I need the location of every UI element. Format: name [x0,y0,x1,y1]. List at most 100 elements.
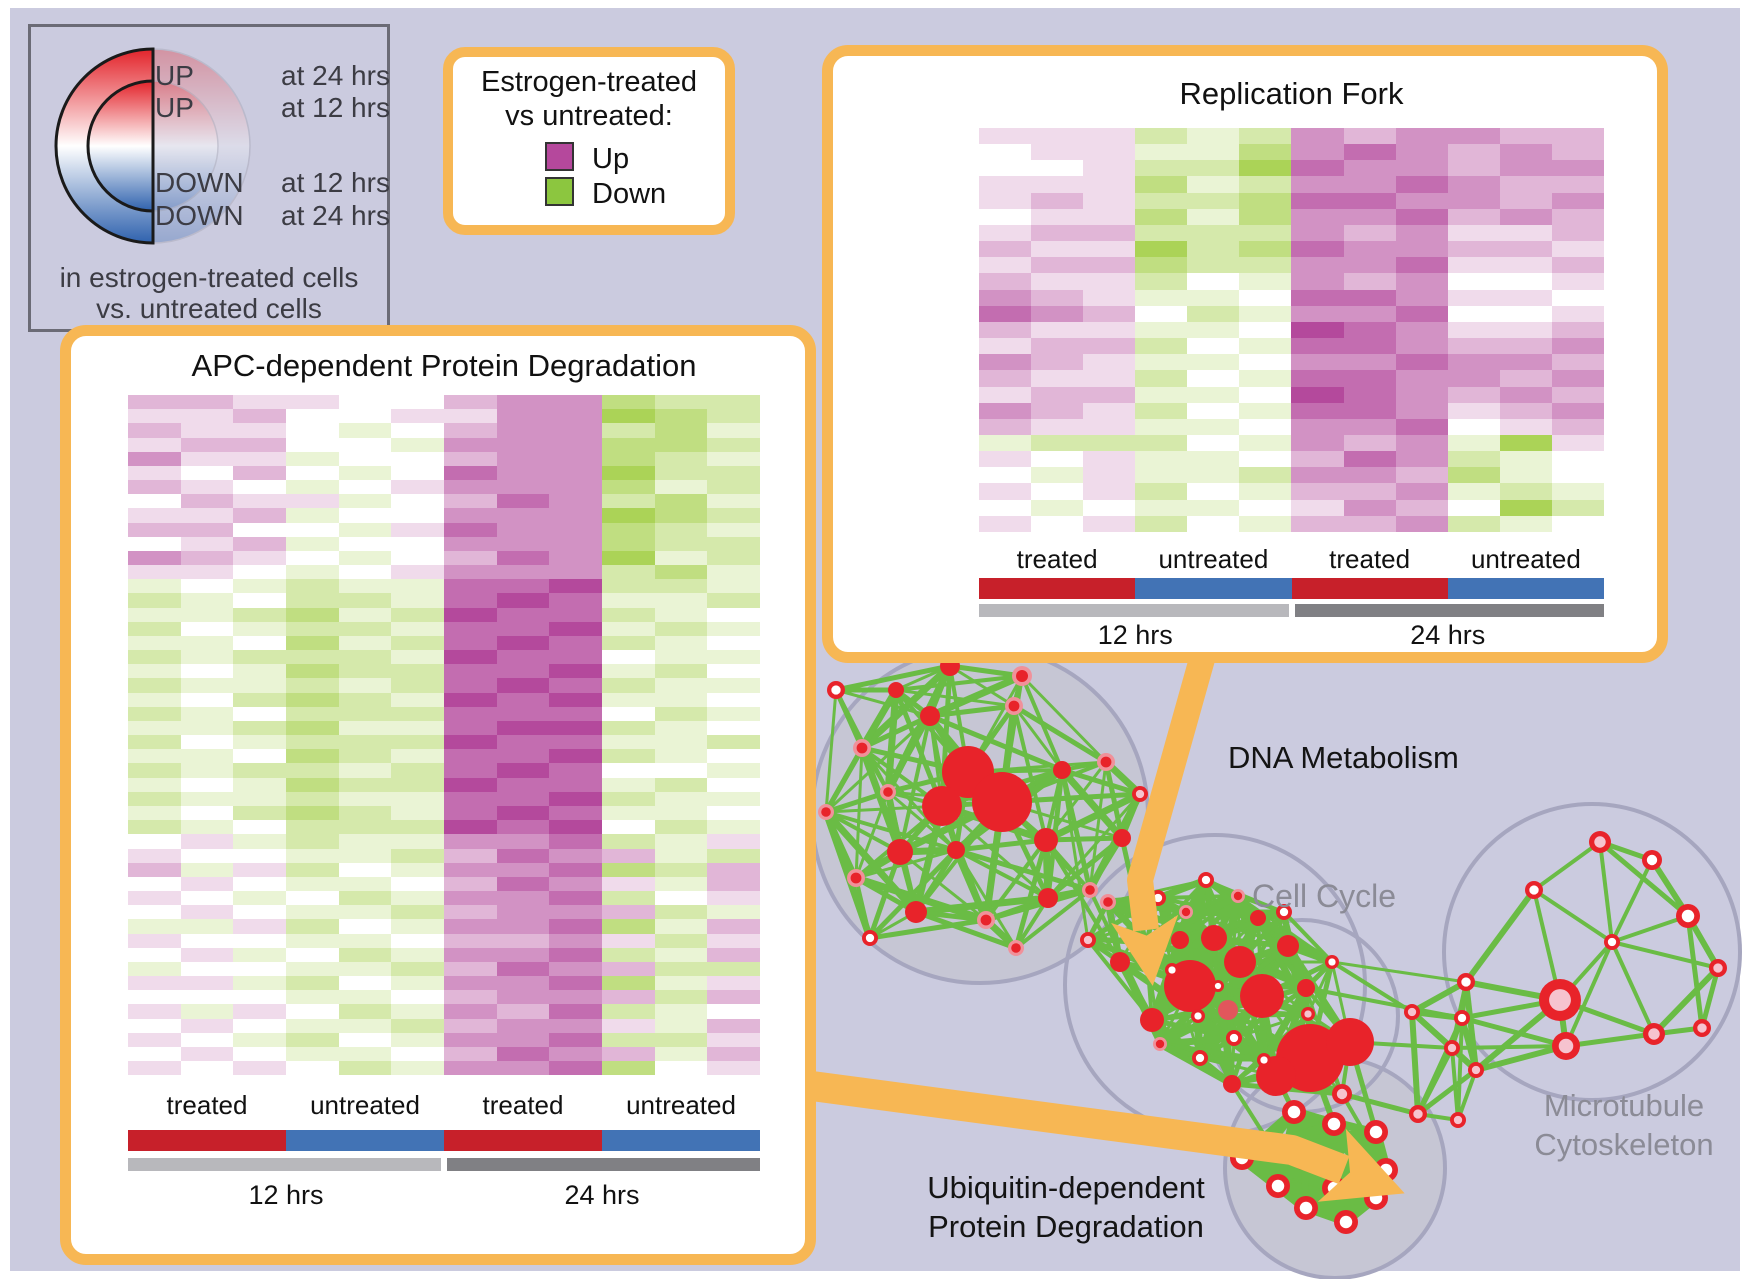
heatmap-cell [391,1004,445,1019]
network-node-center [1379,1163,1393,1177]
heatmap-cell [444,961,497,977]
heatmap-cell [338,607,392,622]
heatmap-cell [496,550,550,566]
heatmap-cell [286,876,339,892]
heatmap-cell [1083,289,1136,306]
heatmap-cell [707,990,761,1005]
heatmap-cell [496,834,550,849]
heatmap-cell [391,423,445,438]
heatmap-cell [602,749,655,764]
network-edge [869,917,987,941]
network-node [1171,931,1189,949]
heatmap-row [979,224,1604,242]
heatmap-cell [496,862,550,877]
legend-direction: UP [155,92,194,123]
heatmap-cell [549,763,603,778]
heatmap-cell [707,678,761,693]
heatmap-cell [338,763,392,778]
heatmap-row [128,876,761,892]
network-edge [1012,703,1108,765]
microtubule-label-line2: Cytoskeleton [1534,1127,1714,1162]
heatmap-cell [233,805,287,821]
heatmap-cell [496,650,550,665]
heatmap-cell [1291,338,1344,355]
heatmap-cell [1291,241,1344,258]
heatmap-cell [233,650,287,665]
heatmap-cell [1343,208,1396,225]
heatmap-cell [707,409,761,424]
heatmap-cell [391,550,445,566]
time-bar-24hrs [447,1158,760,1171]
heatmap-cell [1239,515,1292,532]
network-node [922,786,962,826]
heatmap-cell [233,791,287,806]
heatmap-cell [549,593,603,608]
heatmap-cell [549,621,603,636]
heatmap-cell [707,834,761,849]
heatmap-cell [1291,128,1344,145]
network-edge [1330,960,1414,1014]
heatmap-cell [444,480,497,495]
network-edge [854,747,864,879]
heatmap-cell [1135,321,1188,339]
heatmap-cell [444,437,497,452]
heatmap-cell [496,905,550,920]
heatmap-cell [128,692,181,707]
heatmap-cell [1499,483,1552,500]
heatmap-cell [979,128,1032,145]
heatmap-cell [1239,289,1292,306]
heatmap-cell [286,465,339,481]
heatmap-cell [1447,289,1500,306]
heatmap-cell [286,749,339,764]
heatmap-cell [496,423,550,438]
heatmap-cell [233,862,287,877]
heatmap-cell [233,777,287,792]
network-node-center [1260,1056,1268,1064]
heatmap-cell [391,848,445,863]
heatmap-cell [707,820,761,835]
heatmap-cell [338,834,392,849]
heatmap-cell [1499,257,1552,274]
heatmap-cell [654,1032,708,1047]
heatmap-cell [286,862,339,877]
heatmap-cell [1239,128,1292,145]
heatmap-cell [1343,418,1396,435]
heatmap-row [979,370,1604,387]
heatmap-cell [496,635,550,651]
heatmap-cell [707,664,761,679]
heatmap-cell [180,423,234,438]
microtubule-label-line1: Microtubule [1543,1088,1705,1123]
network-node-center [1336,1088,1348,1100]
heatmap-cell [180,735,234,750]
cell-cycle-label: Cell Cycle [1252,878,1397,914]
heatmap-cell [1551,208,1604,225]
heatmap-cell [1395,208,1448,225]
arrow-replication-to-dna [1111,648,1217,986]
heatmap-row [128,650,761,665]
heatmap-cell [233,848,287,863]
microtubule-cytoskeleton-label: Microtubule Cytoskeleton [1498,1086,1750,1164]
heatmap-row [128,451,761,466]
heatmap-cell [286,1004,339,1019]
network-node-core [1008,700,1020,712]
heatmap-cell [496,480,550,495]
heatmap-cell [654,678,708,693]
heatmap-cell [1187,224,1240,242]
heatmap-cell [128,990,181,1005]
network-edge [1059,769,1093,891]
heatmap-cell [654,735,708,750]
heatmap-cell [602,791,655,806]
heatmap-cell [979,354,1032,371]
heatmap-cell [1499,305,1552,322]
network-edge [1233,1012,1309,1040]
heatmap-cell [180,494,234,509]
heatmap-cell [444,650,497,665]
heatmap-cell [496,409,550,424]
heatmap-cell [549,565,603,580]
heatmap-cell [1031,338,1084,355]
up-color-swatch-icon [545,142,574,171]
heatmap-cell [1499,208,1552,225]
heatmap-cell [1551,224,1604,242]
heatmap-cell [180,933,234,948]
network-edge [855,848,957,880]
